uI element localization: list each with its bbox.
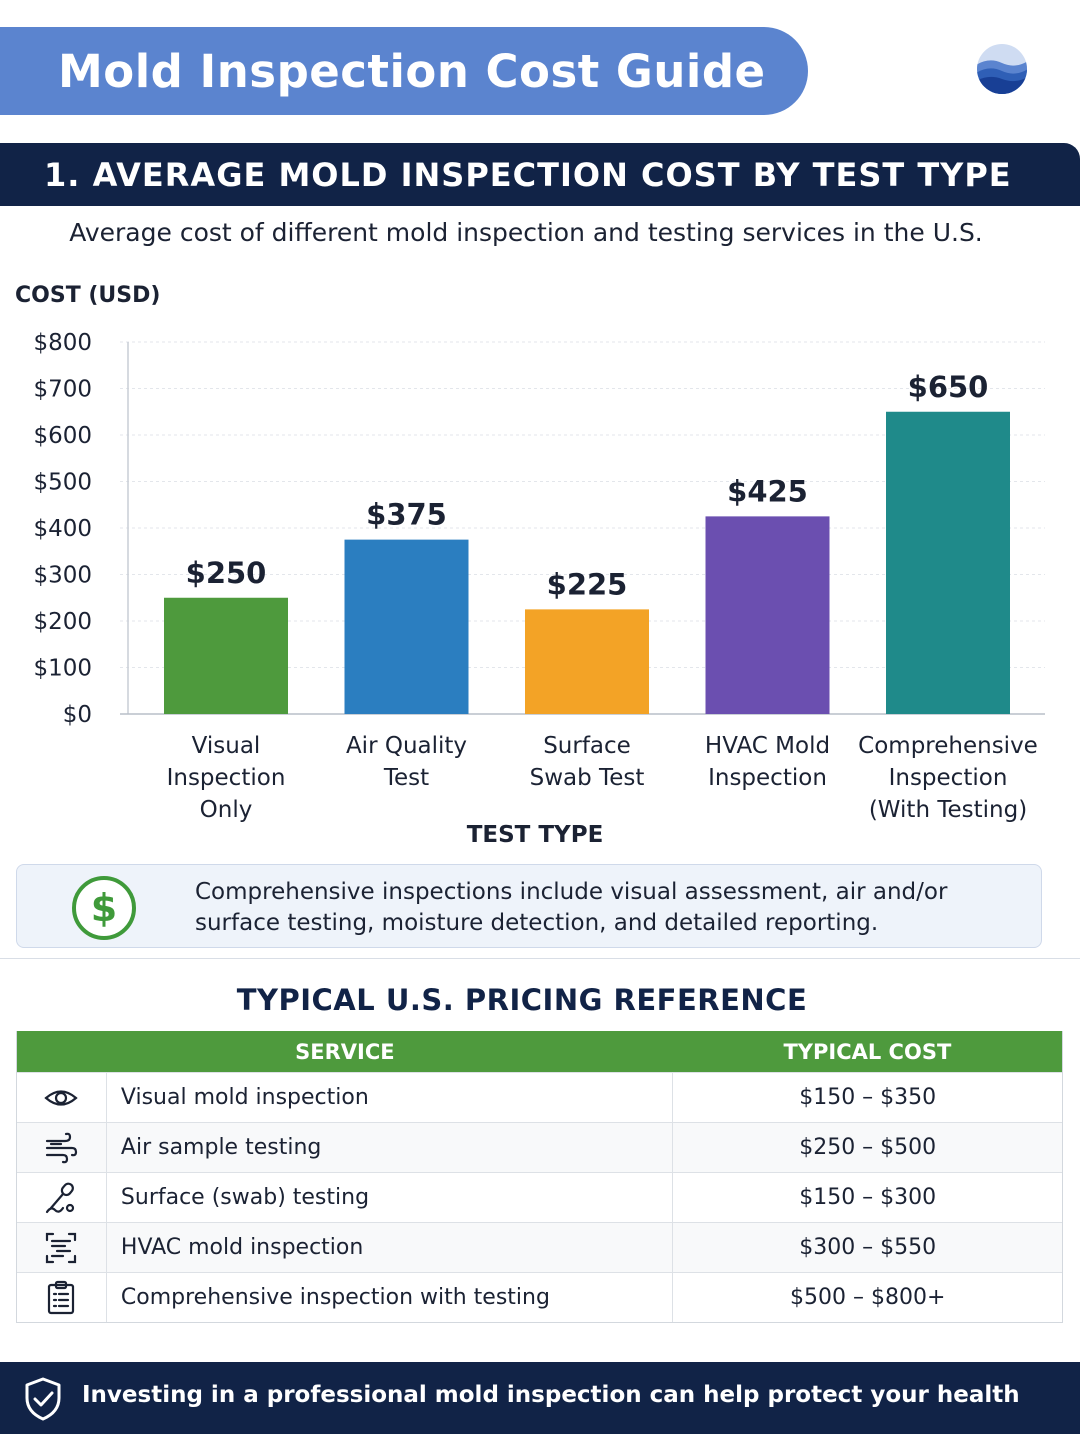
service-name: Visual mold inspection — [107, 1073, 674, 1122]
service-name: HVAC mold inspection — [107, 1223, 674, 1272]
pricing-table: SERVICE TYPICAL COST Visual mold inspect… — [16, 1031, 1063, 1323]
x-tick-label: Air Quality — [346, 733, 467, 759]
y-axis-label: COST (USD) — [15, 283, 161, 308]
y-tick-label: $100 — [33, 656, 92, 682]
service-cost: $300 – $550 — [799, 1235, 937, 1260]
footer-text: Investing in a professional mold inspect… — [82, 1382, 1020, 1408]
pricing-title: TYPICAL U.S. PRICING REFERENCE — [236, 983, 808, 1017]
logo-icon — [977, 44, 1027, 94]
data-label: $650 — [908, 370, 989, 404]
x-tick-label: Surface — [543, 733, 631, 759]
y-tick-label: $600 — [33, 423, 92, 449]
section-title: 1. AVERAGE MOLD INSPECTION COST BY TEST … — [44, 155, 1012, 194]
bar — [705, 516, 830, 714]
bar-chart: $0 $100 $200 $300 $400 $500 $600 $700 $800 $250 Vi… — [33, 330, 1045, 823]
chart-subtitle: Average cost of different mold inspectio… — [69, 218, 983, 247]
x-axis-label: TEST TYPE — [466, 822, 604, 848]
x-tick-label: Inspection — [708, 765, 827, 791]
section-heading: 1. AVERAGE MOLD INSPECTION COST BY TEST … — [0, 143, 1080, 206]
service-name: Air sample testing — [107, 1123, 674, 1172]
hvac-icon — [46, 1232, 77, 1263]
service-cost: $250 – $500 — [799, 1135, 937, 1160]
header-banner: Mold Inspection Cost Guide — [0, 27, 808, 115]
y-tick-label: $800 — [33, 330, 92, 356]
data-label: $375 — [366, 498, 447, 532]
divider — [0, 958, 1080, 959]
table-row: Comprehensive inspection with testing $5… — [17, 1272, 1062, 1322]
x-tick-label: (With Testing) — [869, 797, 1027, 823]
service-cost: $150 – $300 — [799, 1185, 937, 1210]
header-service: SERVICE — [295, 1039, 395, 1064]
x-tick-label: Only — [200, 797, 253, 823]
service-cost: $150 – $350 — [799, 1085, 937, 1110]
air-icon — [46, 1132, 78, 1163]
table-row: Air sample testing $250 – $500 — [17, 1122, 1062, 1172]
table-row: Surface (swab) testing $150 – $300 — [17, 1172, 1062, 1222]
data-label: $225 — [547, 567, 628, 601]
y-tick-label: $700 — [33, 377, 92, 403]
svg-text:$: $ — [91, 886, 117, 930]
note-text: Comprehensive inspections include visual… — [195, 879, 948, 936]
header-cost: TYPICAL COST — [783, 1039, 952, 1064]
bar — [525, 609, 649, 714]
clipboard-icon — [48, 1280, 75, 1314]
table-row: HVAC mold inspection $300 – $550 — [17, 1222, 1062, 1272]
x-tick-label: Inspection — [167, 765, 286, 791]
service-cost: $500 – $800+ — [789, 1285, 946, 1310]
bar — [344, 539, 469, 714]
y-tick-label: $0 — [63, 702, 92, 728]
y-tick-label: $200 — [33, 609, 92, 635]
y-tick-label: $300 — [33, 563, 92, 589]
footer-bar: Investing in a professional mold inspect… — [0, 1362, 1080, 1434]
x-tick-label: Swab Test — [530, 765, 645, 791]
x-tick-label: Comprehensive — [858, 733, 1038, 759]
y-tick-label: $400 — [33, 516, 92, 542]
x-tick-label: Visual — [192, 733, 261, 759]
bar — [886, 411, 1010, 714]
bar — [164, 597, 288, 714]
x-tick-label: HVAC Mold — [705, 733, 830, 759]
service-name: Surface (swab) testing — [107, 1173, 674, 1222]
data-label: $250 — [186, 556, 267, 590]
service-name: Comprehensive inspection with testing — [107, 1273, 674, 1322]
info-note: $ Comprehensive inspections include visu… — [16, 864, 1042, 948]
x-tick-label: Inspection — [889, 765, 1008, 791]
data-label: $425 — [727, 474, 808, 508]
dollar-circle-icon: $ — [72, 876, 136, 940]
eye-icon — [44, 1089, 79, 1106]
swab-icon — [46, 1182, 75, 1213]
table-row: Visual mold inspection $150 – $350 — [17, 1072, 1062, 1122]
y-tick-label: $500 — [33, 470, 92, 496]
table-header: SERVICE TYPICAL COST — [17, 1031, 1062, 1072]
shield-check-icon — [25, 1377, 61, 1421]
x-tick-label: Test — [383, 765, 429, 791]
page-title: Mold Inspection Cost Guide — [58, 44, 766, 98]
